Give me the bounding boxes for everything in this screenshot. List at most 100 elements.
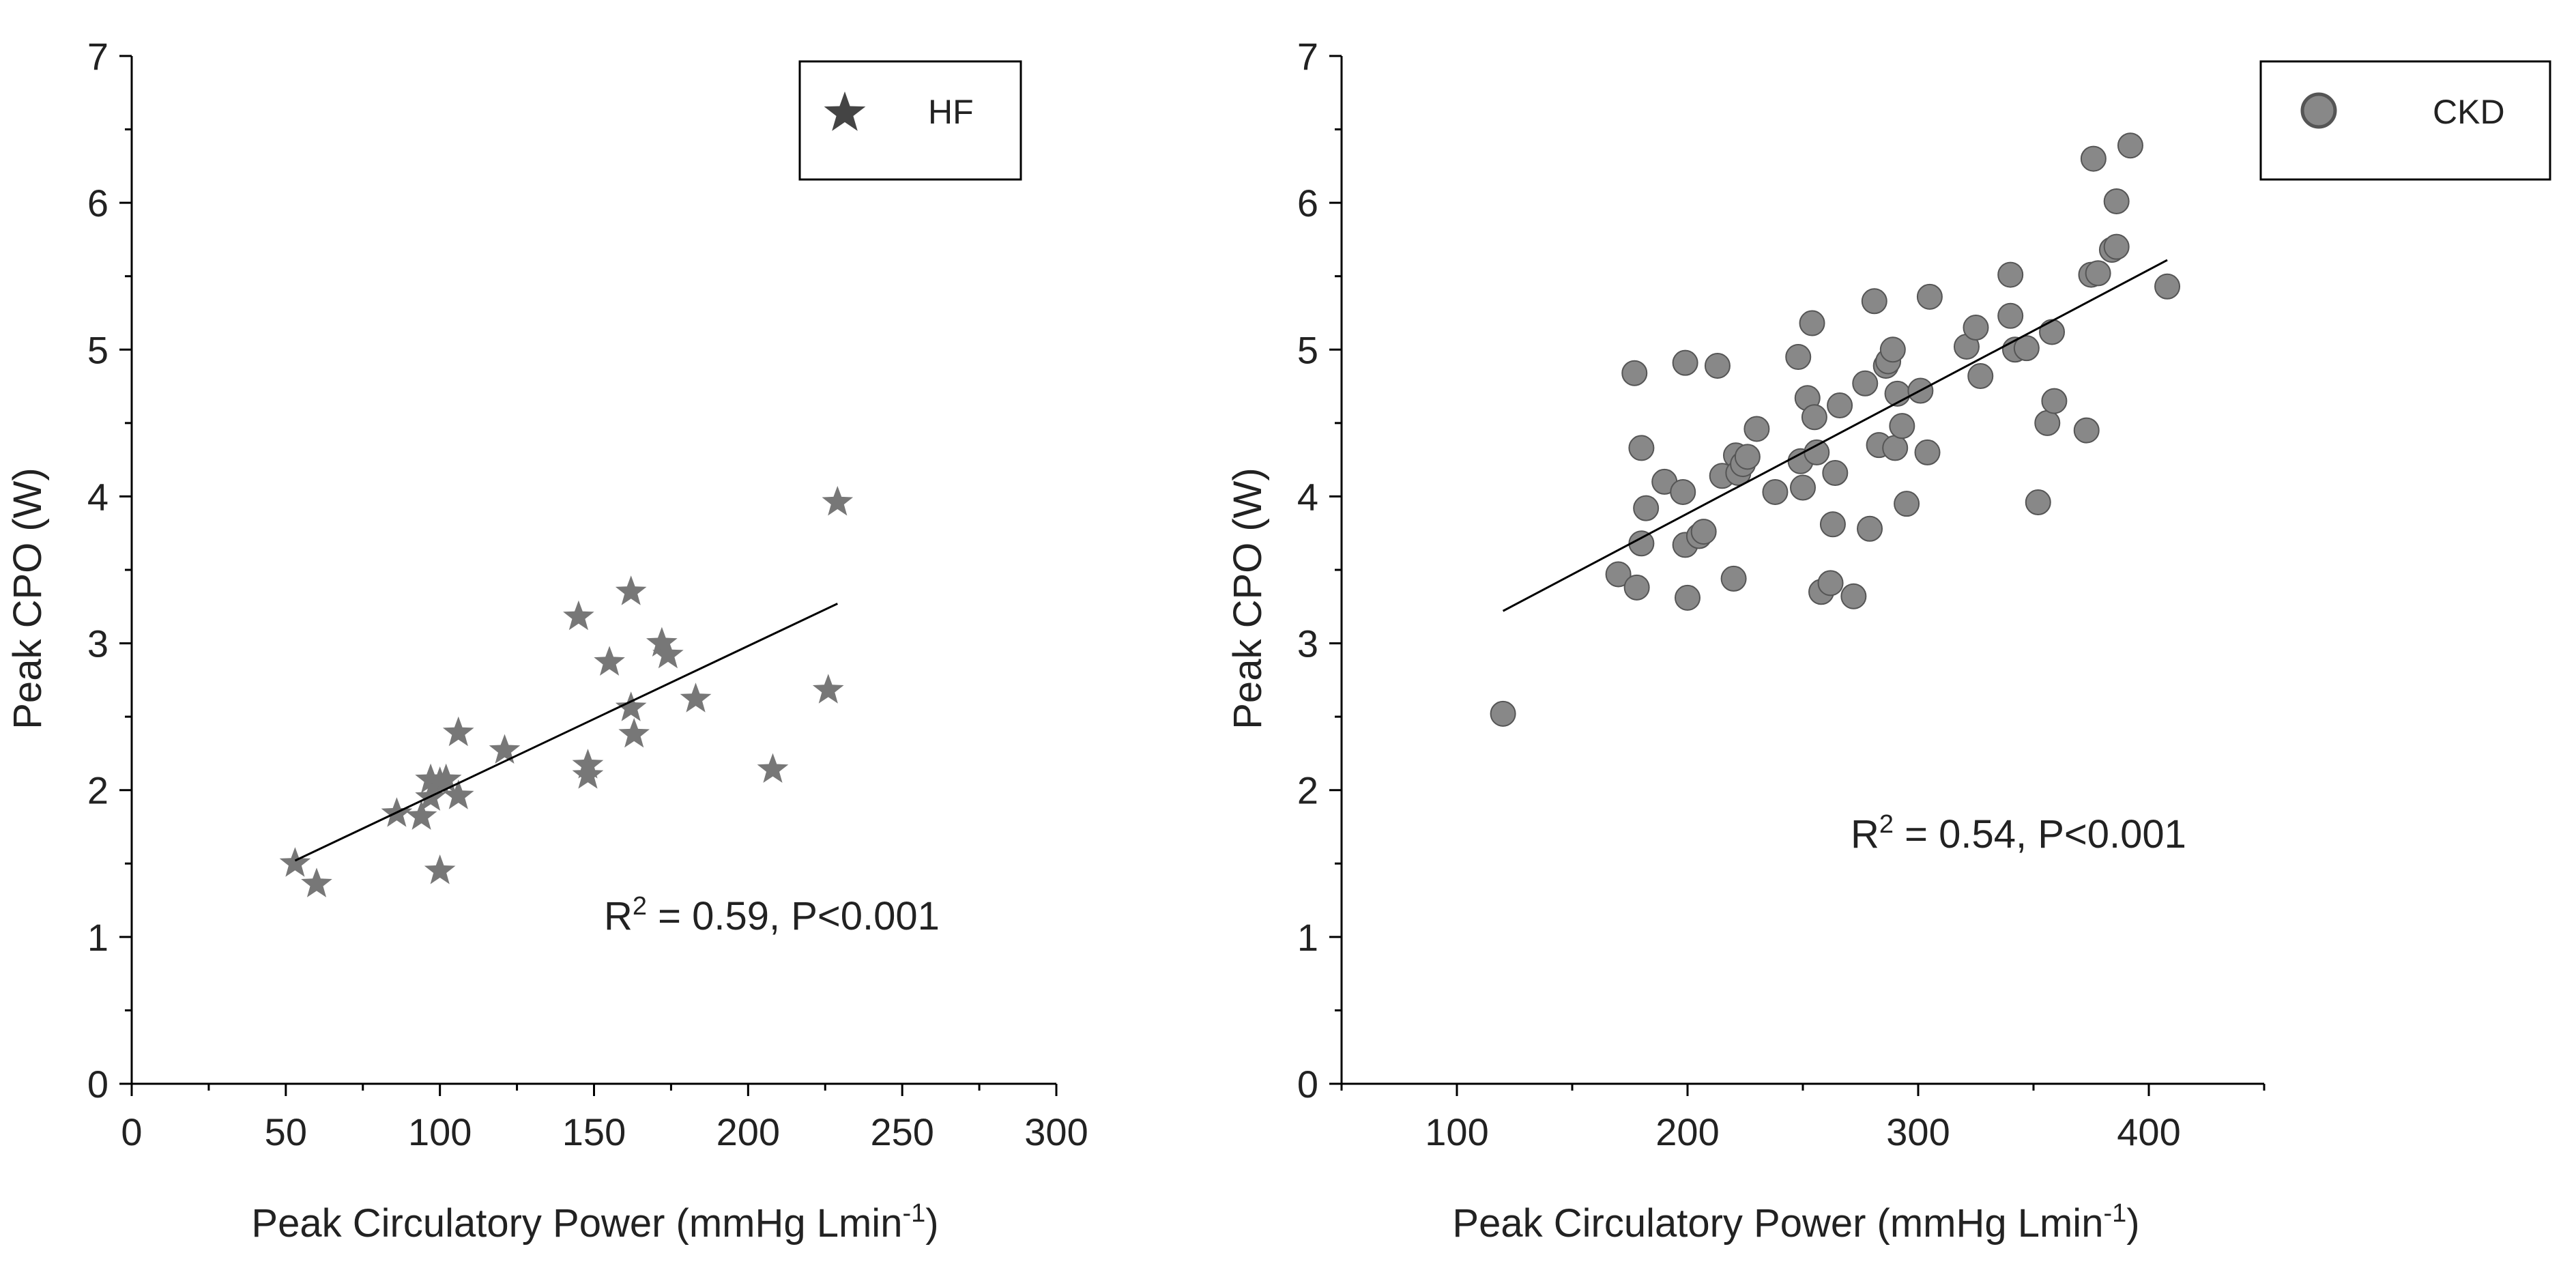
ckd-data-point-circle (2034, 409, 2061, 436)
hf-y-tick-label: 6 (87, 182, 108, 225)
ckd-data-point-circle (1633, 495, 1660, 521)
ckd-axes: 0 1 2 3 4 5 6 7 100 200 300 400 (1297, 35, 2266, 1153)
ckd-data-point-circle (1628, 435, 1655, 461)
hf-y-axis-title: Peak CPO (W) (5, 467, 50, 730)
hf-data-point-star (594, 646, 625, 676)
ckd-data-point-circle (1675, 584, 1701, 611)
ckd-data-point-circle (1734, 444, 1761, 470)
ckd-data-point-circle (1967, 363, 1994, 390)
ckd-data-point-circle (1857, 515, 1883, 542)
ckd-data-point-circle (1914, 439, 1941, 465)
ckd-chart-panel: 0 1 2 3 4 5 6 7 100 200 300 400 Peak CPO (W) Peak C… (1226, 35, 2551, 1246)
ckd-y-tick-label: 1 (1297, 916, 1318, 959)
ckd-data-point-circle (1762, 478, 1789, 505)
ckd-data-point-circle (1670, 478, 1696, 505)
hf-y-tick-label: 3 (87, 622, 108, 665)
ckd-y-tick-label: 4 (1297, 475, 1318, 518)
ckd-data-point-circle (2041, 388, 2068, 414)
ckd-y-tick-label: 6 (1297, 182, 1318, 225)
ckd-y-tick-label: 0 (1297, 1063, 1318, 1106)
hf-x-tick-label: 50 (265, 1110, 307, 1153)
ckd-legend-circle-icon (2300, 92, 2337, 129)
ckd-data-point-circle (1916, 283, 1943, 310)
ckd-data-point-circle (2103, 233, 2130, 260)
ckd-regression-line (1502, 259, 2168, 612)
ckd-data-point-circle (1827, 392, 1853, 419)
ckd-data-point-circle (1790, 474, 1816, 501)
hf-x-tick-label: 300 (1024, 1110, 1088, 1153)
hf-data-point-star (812, 674, 844, 704)
ckd-data-point-circle (1861, 288, 1887, 315)
hf-data-point-star (615, 691, 647, 721)
hf-r-squared-label: R2 = 0.59, P<0.001 (604, 892, 940, 938)
ckd-data-point-circle (1623, 574, 1650, 601)
ckd-data-point-circle (1819, 511, 1846, 538)
ckd-data-point-circle (1840, 583, 1867, 609)
ckd-x-tick-label: 400 (2117, 1110, 2180, 1153)
hf-data-point-star (442, 716, 474, 747)
ckd-data-point-circle (1852, 370, 1879, 397)
ckd-data-point-circle (1817, 570, 1844, 596)
ckd-x-tick-label: 200 (1655, 1110, 1719, 1153)
ckd-y-tick-label: 5 (1297, 328, 1318, 371)
ckd-data-point-circle (1785, 344, 1812, 371)
hf-y-tick-label: 4 (87, 475, 108, 518)
ckd-data-point-circle (1799, 310, 1825, 336)
hf-x-tick-label: 250 (870, 1110, 934, 1153)
ckd-legend-label: CKD (2433, 93, 2505, 131)
ckd-data-point-circle (2039, 319, 2066, 345)
hf-data-points (279, 486, 854, 897)
hf-y-tick-label: 1 (87, 916, 108, 959)
ckd-data-point-circle (1801, 404, 1827, 431)
hf-legend-star-shape (824, 91, 866, 131)
hf-x-tick-label: 0 (121, 1110, 142, 1153)
ckd-data-point-circle (1882, 435, 1909, 461)
hf-x-tick-label: 100 (408, 1110, 472, 1153)
hf-regression-line (294, 603, 838, 862)
hf-y-tick-label: 0 (87, 1063, 108, 1106)
hf-data-point-star (646, 627, 678, 657)
ckd-data-point-circle (2025, 489, 2051, 516)
hf-data-point-star (430, 763, 462, 794)
hf-y-tick-label: 2 (87, 769, 108, 812)
ckd-r-squared-label: R2 = 0.54, P<0.001 (1851, 810, 2186, 857)
ckd-data-point-circle (1822, 460, 1849, 487)
ckd-data-point-circle (1879, 336, 1906, 363)
hf-data-point-star (279, 847, 311, 877)
hf-legend: HF (798, 60, 1022, 181)
ckd-data-point-circle (2103, 188, 2130, 214)
hf-data-point-star (757, 753, 789, 783)
ckd-y-tick-label: 3 (1297, 622, 1318, 665)
hf-legend-star-icon (824, 91, 866, 131)
hf-data-point-star (442, 779, 474, 809)
hf-data-point-star (424, 854, 456, 884)
ckd-data-point-circle (1997, 261, 2024, 288)
ckd-data-point-circle (1720, 565, 1747, 592)
ckd-data-point-circle (1963, 315, 1989, 341)
ckd-data-point-circle (1997, 302, 2024, 329)
hf-x-axis-title: Peak Circulatory Power (mmHg Lmin-1) (251, 1199, 938, 1246)
hf-y-tick-label: 5 (87, 328, 108, 371)
ckd-data-point-circle (1704, 352, 1731, 379)
hf-data-point-star (572, 759, 604, 789)
ckd-x-tick-label: 300 (1886, 1110, 1950, 1153)
ckd-legend-circle-shape (2300, 92, 2337, 129)
ckd-x-axis-title: Peak Circulatory Power (mmHg Lmin-1) (1452, 1199, 2139, 1246)
ckd-data-point-circle (1672, 349, 1698, 376)
hf-data-point-star (822, 486, 854, 516)
hf-data-point-star (652, 638, 684, 669)
ckd-data-point-circle (2154, 273, 2181, 300)
ckd-y-tick-label: 2 (1297, 769, 1318, 812)
ckd-y-tick-label: 7 (1297, 35, 1318, 78)
ckd-data-point-circle (1605, 561, 1632, 588)
ckd-data-point-circle (2080, 145, 2107, 172)
ckd-data-point-circle (1490, 700, 1516, 727)
ckd-data-points (1490, 132, 2181, 727)
hf-y-tick-label: 7 (87, 35, 108, 78)
hf-data-point-star (405, 800, 437, 830)
hf-x-tick-label: 150 (562, 1110, 626, 1153)
hf-data-point-star (563, 600, 594, 631)
ckd-data-point-circle (2013, 335, 2040, 362)
